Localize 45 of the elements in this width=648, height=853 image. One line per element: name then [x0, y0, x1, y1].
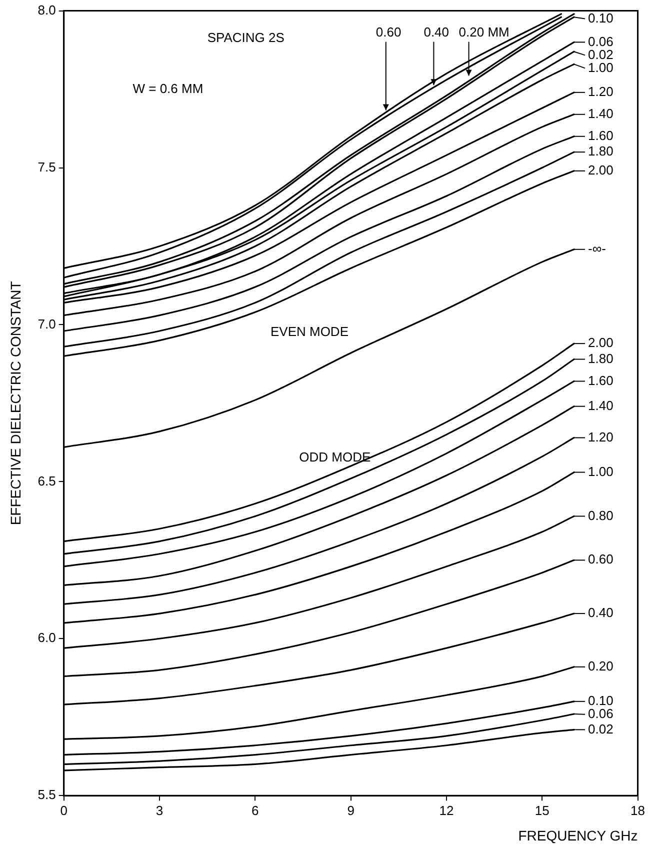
annotation: 0.20 MM [458, 24, 510, 40]
legend-label: 0.80 [588, 508, 614, 523]
x-tick-label: 12 [439, 802, 454, 818]
legend-label: 0.10 [588, 693, 614, 708]
y-tick-label: 6.5 [38, 473, 56, 488]
x-tick-label: 15 [534, 802, 550, 818]
legend-label: 0.06 [588, 706, 614, 721]
legend-label: 1.60 [588, 128, 614, 143]
legend-label: 1.80 [588, 350, 614, 366]
legend-label: 1.40 [588, 398, 614, 413]
legend-label: 0.06 [588, 34, 614, 49]
annotation: W = 0.6 MM [132, 80, 204, 96]
legend-label: 0.20 [588, 658, 614, 674]
legend-label: 0.60 [588, 552, 614, 567]
legend-label: 0.02 [588, 721, 614, 736]
y-tick-label: 6.0 [38, 630, 56, 646]
x-tick-label: 6 [252, 802, 259, 818]
x-tick-label: 3 [156, 802, 164, 818]
legend-label: 1.20 [588, 429, 614, 444]
legend-label: 1.20 [588, 84, 614, 99]
y-tick-label: 8.0 [38, 2, 56, 18]
legend-label: 2.00 [588, 162, 614, 178]
x-tick-label: 0 [60, 802, 68, 818]
annotation: ODD MODE [299, 450, 371, 465]
legend-label: 1.80 [588, 144, 614, 159]
x-axis-title: FREQUENCY GHz [518, 827, 638, 844]
y-tick-label: 7.0 [38, 316, 56, 332]
legend-label: 0.02 [588, 46, 614, 62]
legend-label: -∞- [588, 240, 606, 256]
legend-label: 1.00 [588, 60, 614, 75]
legend-label: 1.40 [588, 106, 614, 121]
legend-label: 0.40 [588, 605, 614, 620]
y-axis-title: EFFECTIVE DIELECTRIC CONSTANT [7, 280, 24, 526]
x-tick-label: 9 [347, 802, 354, 818]
y-tick-label: 5.5 [38, 787, 56, 802]
x-tick-label: 18 [630, 802, 646, 818]
annotation: EVEN MODE [270, 324, 349, 340]
annotation: SPACING 2S [207, 30, 285, 45]
legend-label: 2.00 [588, 335, 614, 350]
legend-label: 0.10 [588, 10, 614, 26]
annotation: 0.60 [376, 24, 402, 40]
legend-label: 1.60 [588, 372, 614, 388]
y-tick-label: 7.5 [38, 159, 56, 174]
annotation: 0.40 [424, 24, 450, 40]
legend-label: 1.00 [588, 464, 614, 479]
